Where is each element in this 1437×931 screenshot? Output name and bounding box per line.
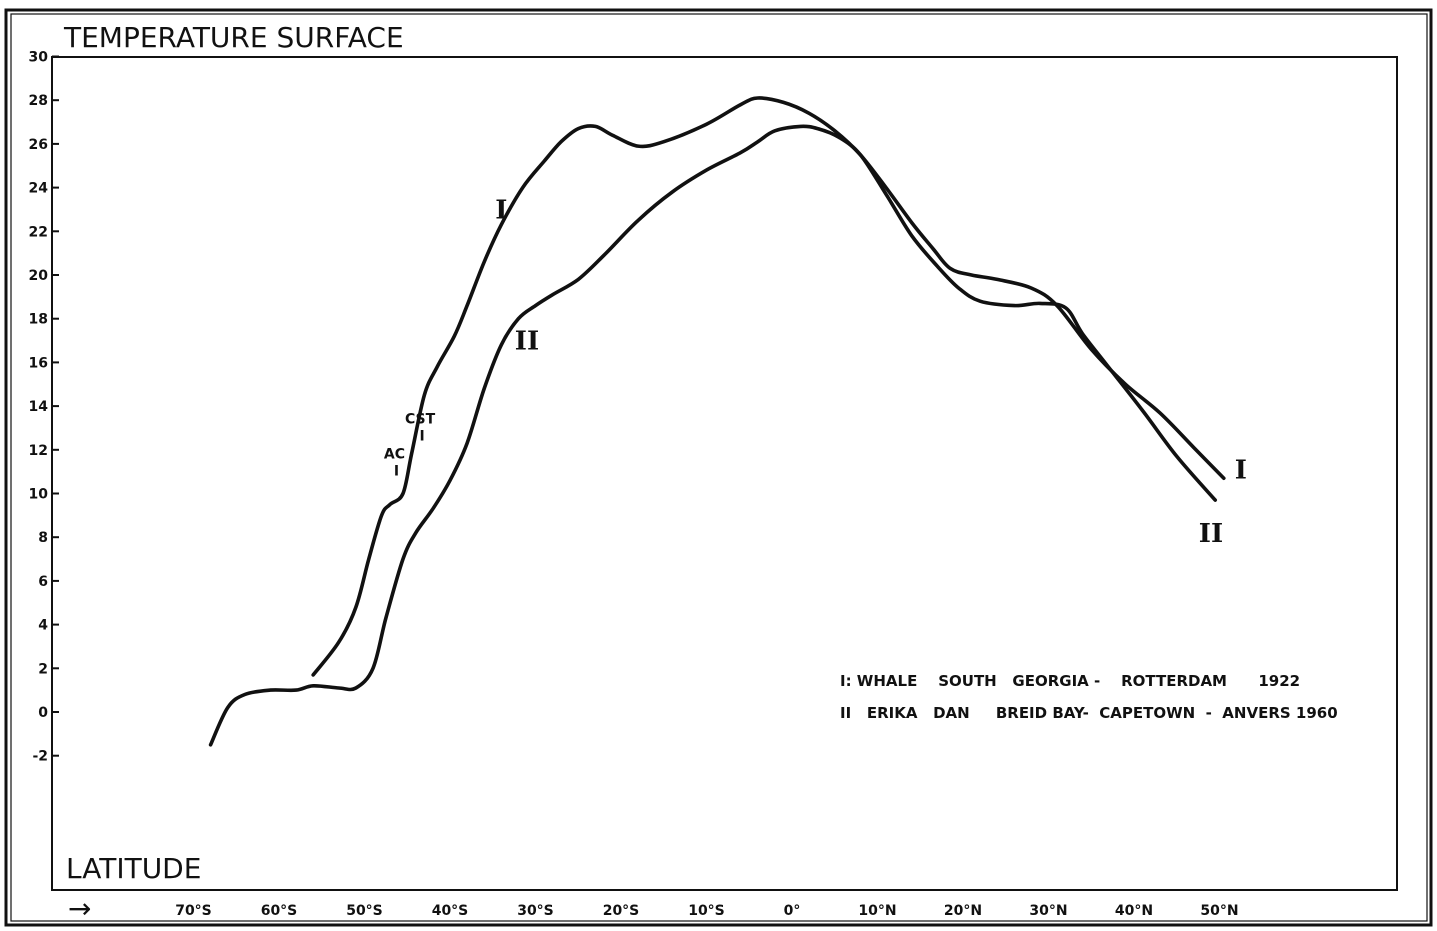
annotation-tick: I bbox=[394, 464, 399, 480]
series-label: II bbox=[1199, 519, 1223, 549]
x-tick-label: 10°N bbox=[858, 903, 896, 919]
legend-entry-2: II ERIKA DAN BREID BAY- CAPETOWN - ANVER… bbox=[840, 704, 1338, 722]
x-tick-label: 40°N bbox=[1115, 903, 1153, 919]
x-tick-label: 70°S bbox=[175, 903, 212, 919]
x-tick-label: 50°N bbox=[1200, 903, 1238, 919]
series-label: I bbox=[1235, 455, 1247, 485]
x-axis-arrow: → bbox=[68, 892, 91, 925]
x-tick-label: 30°N bbox=[1029, 903, 1067, 919]
series-label: II bbox=[515, 327, 539, 357]
y-tick-label: 20 bbox=[29, 268, 49, 284]
y-tick-label: 2 bbox=[38, 661, 48, 677]
series-label: I bbox=[495, 195, 507, 225]
x-tick-label: 20°N bbox=[944, 903, 982, 919]
annotation-label: CST bbox=[405, 412, 436, 428]
y-tick-label: 10 bbox=[29, 487, 49, 503]
y-tick-label: 12 bbox=[29, 443, 48, 459]
annotation-label: AC bbox=[384, 447, 405, 463]
x-tick-label: 0° bbox=[784, 903, 801, 919]
y-tick-label: 6 bbox=[38, 574, 48, 590]
x-axis-label: LATITUDE bbox=[66, 852, 201, 885]
legend-entry-1: I: WHALE SOUTH GEORGIA - ROTTERDAM 1922 bbox=[840, 672, 1300, 690]
outer-border bbox=[4, 8, 1433, 927]
y-tick-label: 22 bbox=[29, 224, 48, 240]
y-tick-label: 24 bbox=[29, 181, 49, 197]
series-line-2 bbox=[208, 124, 1217, 747]
x-tick-label: 60°S bbox=[261, 903, 298, 919]
x-axis-ticks: 70°S 60°S 50°S 40°S 30°S 20°S 10°S 0° 10°N 20°N 30… bbox=[175, 903, 1238, 919]
y-tick-label: 28 bbox=[29, 93, 48, 109]
y-tick-label: 18 bbox=[29, 312, 48, 328]
inner-border bbox=[10, 13, 1428, 922]
x-tick-label: 20°S bbox=[603, 903, 640, 919]
y-tick-label: 16 bbox=[29, 355, 48, 371]
y-tick-label: 0 bbox=[38, 705, 48, 721]
x-tick-label: 50°S bbox=[346, 903, 383, 919]
y-tick-label: 8 bbox=[38, 530, 48, 546]
legend: I: WHALE SOUTH GEORGIA - ROTTERDAM 1922 I… bbox=[840, 672, 1338, 722]
series-line-1 bbox=[311, 96, 1226, 677]
y-tick-label: 4 bbox=[38, 618, 48, 634]
plot-frame bbox=[51, 56, 1398, 891]
y-tick-label: 26 bbox=[29, 137, 48, 153]
annotation-tick: I bbox=[419, 429, 424, 445]
chart-title: TEMPERATURE SURFACE bbox=[63, 21, 404, 54]
x-tick-label: 10°S bbox=[688, 903, 725, 919]
y-tick-label: 30 bbox=[29, 50, 49, 66]
x-tick-label: 30°S bbox=[517, 903, 554, 919]
x-tick-label: 40°S bbox=[432, 903, 469, 919]
y-tick-label: 14 bbox=[29, 399, 49, 415]
y-tick-label: -2 bbox=[32, 749, 48, 765]
series-lines bbox=[208, 96, 1226, 747]
